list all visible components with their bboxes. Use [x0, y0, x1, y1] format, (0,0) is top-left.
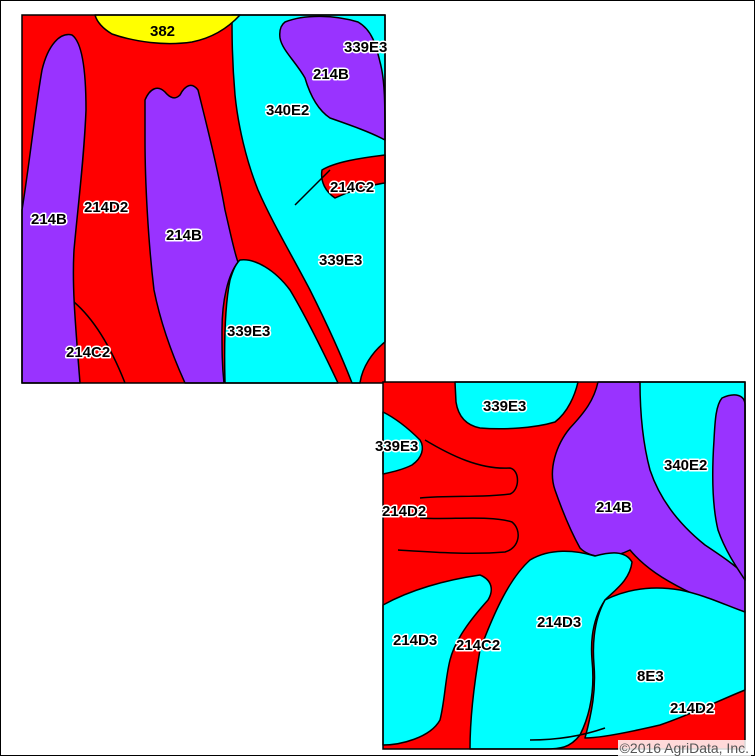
soil-unit-339E3-b-top [454, 381, 579, 430]
soil-boundary-214D2-b-3 [529, 727, 606, 741]
soil-unit-214D3-b-left [382, 574, 493, 746]
label-339E3-low: 339E3 [227, 323, 270, 340]
label-214C2-right: 214C2 [330, 179, 374, 196]
soil-unit-214B-a-left [21, 33, 87, 384]
label-339E3-mid: 339E3 [319, 252, 362, 269]
label-339E3-top: 339E3 [344, 39, 387, 56]
label-214D3-b-left: 214D3 [393, 632, 437, 649]
soil-boundary-214D2-b-1 [419, 439, 519, 499]
soil-boundary-339E3-a [294, 169, 331, 206]
label-214D2-b-left: 214D2 [382, 503, 426, 520]
soil-boundary-214C2-a [73, 301, 126, 384]
label-214B-b: 214B [596, 499, 632, 516]
soil-unit-339E3-b-left [382, 411, 424, 475]
label-340E2-b: 340E2 [664, 457, 707, 474]
soil-unit-214B-a-top [279, 15, 386, 141]
label-214C2-bottom: 214C2 [66, 344, 110, 361]
soil-unit-382 [94, 14, 241, 45]
label-214B-top: 214B [313, 66, 349, 83]
soil-unit-214B-a-mid [144, 84, 239, 384]
label-339E3-b-left: 339E3 [375, 438, 418, 455]
label-214D2-b-right: 214D2 [670, 700, 714, 717]
panel-b: 339E3 339E3 340E2 214D2 214B 214D3 214D3… [374, 381, 746, 750]
copyright-notice: ©2016 AgriData, Inc. [617, 740, 751, 756]
panel-b-border [382, 381, 746, 750]
label-339E3-b-top: 339E3 [483, 398, 526, 415]
label-214C2-b: 214C2 [456, 637, 500, 654]
panel-a: 382 339E3 214B 340E2 214C2 214B 214D2 21… [21, 14, 389, 384]
label-382: 382 [150, 23, 175, 40]
label-340E2-a: 340E2 [266, 102, 309, 119]
soil-unit-214B-b-edge [712, 394, 746, 581]
label-8E3-b: 8E3 [637, 668, 664, 685]
label-214B-left: 214B [31, 211, 67, 228]
soil-unit-8E3-b [584, 587, 746, 739]
label-214D2-left: 214D2 [84, 199, 128, 216]
soil-unit-214C2-a [320, 154, 386, 199]
panel-a-border [21, 14, 386, 384]
soil-boundary-214D2-b-2 [397, 517, 519, 555]
label-214D3-b-mid: 214D3 [537, 614, 581, 631]
label-214B-mid: 214B [166, 227, 202, 244]
